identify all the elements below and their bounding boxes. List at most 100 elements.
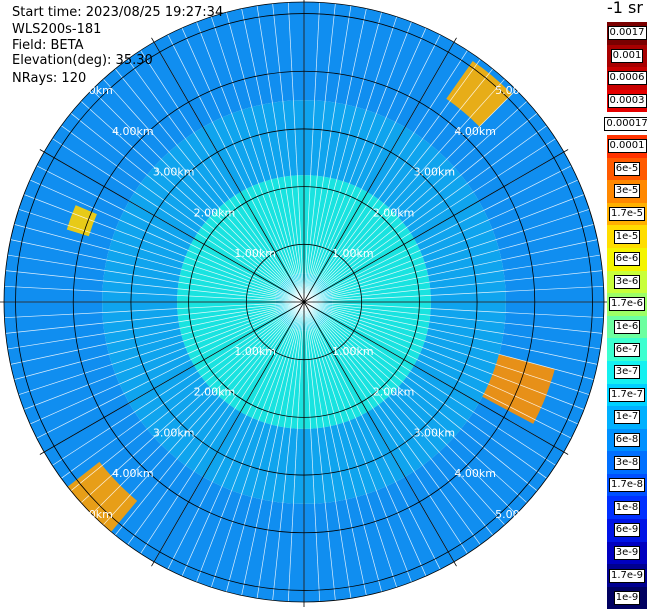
legend-entry-label: 3e-9: [613, 545, 641, 560]
ring-label: 1.00km: [332, 345, 374, 358]
legend-entry-label: 3e-7: [613, 365, 641, 380]
hotspot: [66, 205, 97, 237]
legend-entry-label: 6e-7: [613, 342, 641, 357]
ring-label: 2.00km: [373, 206, 415, 219]
legend-entry-label: 6e-6: [613, 252, 641, 267]
legend-entry-label: 0.0003: [607, 94, 647, 109]
legend-entry: 1.7e-7: [607, 383, 647, 407]
ray-separator: [303, 301, 572, 439]
ray-separator: [14, 224, 305, 303]
ray-separator: [303, 301, 412, 583]
legend-entry: 1e-9: [607, 586, 647, 609]
azimuth-line: [303, 37, 457, 303]
legend-entry-label: 3e-6: [613, 274, 641, 289]
ray-separator: [303, 50, 468, 303]
ray-separator: [103, 78, 305, 303]
ray-separator: [303, 301, 468, 554]
ray-separator: [303, 301, 594, 380]
ray-separator: [114, 68, 305, 303]
ray-separator: [303, 112, 538, 303]
ray-separator: [241, 8, 305, 303]
ray-separator: [226, 12, 305, 303]
ray-separator: [303, 3, 336, 303]
ray-separator: [287, 301, 305, 602]
ray-separator: [7, 254, 305, 303]
legend-entry-label: 0.001: [610, 48, 644, 63]
legend-entry-label: 3e-5: [613, 184, 641, 199]
ring-label: 4.00km: [454, 467, 496, 480]
legend-entry-label: 1.7e-8: [608, 478, 646, 493]
azimuth-line: [151, 37, 305, 303]
ray-separator: [127, 59, 305, 303]
ring-label: 3.00km: [153, 166, 195, 179]
instrument-label: WLS200s-181: [12, 22, 102, 37]
legend-entry: 1e-5: [607, 225, 647, 248]
ray-separators: [4, 2, 604, 602]
ray-separator: [303, 68, 494, 303]
ray-separator: [272, 301, 305, 601]
ray-separator: [196, 21, 305, 303]
ring-label: 5.00km: [495, 508, 537, 521]
ray-separator: [303, 34, 441, 303]
azimuth-lines: [0, 0, 609, 607]
ring-label: 3.00km: [414, 426, 456, 439]
legend-entry-label: 0.00017: [604, 116, 647, 131]
ray-separator: [80, 101, 305, 303]
ring-label: 1.00km: [234, 247, 276, 260]
ray-separator: [4, 301, 305, 319]
legend-entry: 6e-5: [607, 157, 647, 181]
ray-separator: [303, 301, 603, 334]
ray-separator: [303, 301, 398, 588]
ring-label: 4.00km: [112, 125, 154, 138]
ray-separator: [61, 125, 305, 303]
legend-entry-label: 1.7e-7: [608, 387, 646, 402]
ray-separator: [196, 301, 305, 583]
ray-separator: [303, 78, 505, 303]
ray-separator: [303, 194, 585, 303]
ray-separator: [303, 301, 367, 596]
ray-separator: [303, 301, 579, 425]
legend-entry: 3e-9: [607, 541, 647, 565]
legend-entry: 0.0006: [607, 67, 647, 90]
legend-entry-label: 6e-5: [613, 161, 641, 176]
ray-separator: [140, 301, 305, 554]
azimuth-line: [303, 149, 569, 303]
ray-separator: [52, 301, 305, 466]
ray-separator: [303, 12, 382, 303]
ring-label: 1.00km: [234, 345, 276, 358]
field-label: Field: BETA: [12, 38, 84, 53]
ring-label: 3.00km: [414, 166, 456, 179]
legend-title: -1 sr: [607, 0, 643, 17]
ray-separator: [181, 301, 305, 577]
legend-entry: 3e-7: [607, 360, 647, 384]
azimuth-line: [303, 301, 457, 567]
legend-entry-label: 1.7e-6: [608, 297, 646, 312]
legend-entry: 6e-6: [607, 247, 647, 271]
ray-separator: [18, 208, 305, 303]
ray-separator: [5, 301, 305, 334]
ray-separator: [181, 27, 305, 303]
legend-entry: 0.0017: [607, 22, 647, 45]
ring-label: 3.00km: [153, 426, 195, 439]
legend-entry-label: 0.0017: [607, 26, 647, 41]
ray-separator: [272, 3, 305, 303]
legend-entry: 1e-7: [607, 406, 647, 429]
ray-separator: [303, 301, 585, 410]
ray-separator: [4, 285, 305, 303]
ray-separator: [287, 2, 305, 303]
ray-separator: [303, 8, 367, 303]
legend-entry: 3e-6: [607, 270, 647, 294]
legend-entry: 0.001: [607, 44, 647, 68]
legend-entry-label: 0.0001: [607, 139, 647, 154]
ray-separator: [91, 89, 305, 303]
azimuth-line: [39, 301, 305, 455]
ray-separator: [167, 34, 305, 303]
ray-separator: [140, 50, 305, 303]
ray-separator: [303, 165, 572, 303]
azimuth-line: [303, 301, 569, 455]
ray-separator: [36, 165, 305, 303]
azimuth-line: [39, 149, 305, 303]
ray-separator: [167, 301, 305, 570]
ring-label: 4.00km: [454, 125, 496, 138]
